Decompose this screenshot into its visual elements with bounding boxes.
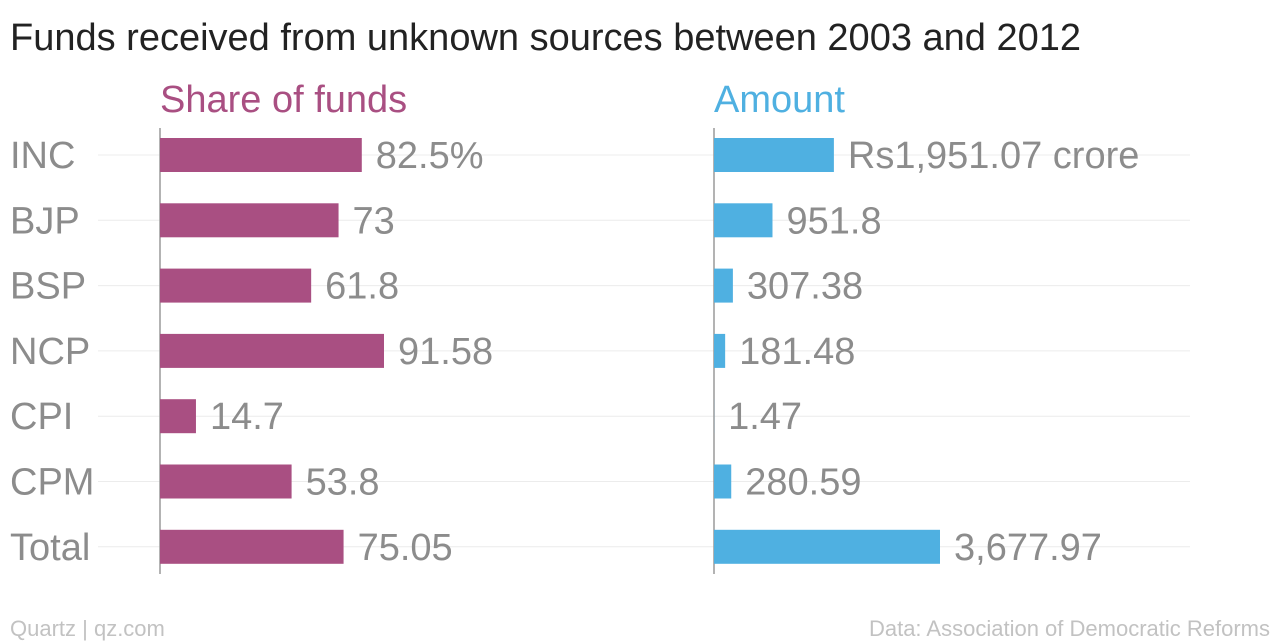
bar <box>714 138 834 172</box>
data-label: 3,677.97 <box>954 527 1102 569</box>
panel-title: Amount <box>714 79 845 121</box>
bar <box>160 203 339 238</box>
data-label: 14.7 <box>210 396 284 438</box>
data-label: 82.5% <box>376 135 484 177</box>
panel-title: Share of funds <box>160 79 407 121</box>
data-label: 307.38 <box>747 266 863 308</box>
chart-title: Funds received from unknown sources betw… <box>10 17 1081 59</box>
bar <box>714 464 732 499</box>
data-label: 61.8 <box>325 266 399 308</box>
data-label: Rs1,951.07 crore <box>848 135 1139 177</box>
data-label: 75.05 <box>358 527 453 569</box>
bar <box>160 268 312 303</box>
bar <box>714 333 726 368</box>
bar <box>160 464 292 499</box>
bar <box>160 399 196 434</box>
category-label: Total <box>10 527 90 569</box>
bar <box>160 138 362 172</box>
data-label: 53.8 <box>306 462 380 504</box>
category-label: NCP <box>10 331 90 373</box>
data-label: 1.47 <box>728 396 802 438</box>
bar <box>714 268 733 303</box>
bar <box>714 529 940 564</box>
plot-area: INC BJP BSP NCP CPI CPM Total Share of funds 82.… <box>10 79 1190 574</box>
category-label: CPI <box>10 396 73 438</box>
category-label: BSP <box>10 266 86 308</box>
bar <box>160 333 384 368</box>
category-label: INC <box>10 135 75 177</box>
footer-source: Data: Association of Democratic Reforms <box>869 616 1270 641</box>
data-label: 181.48 <box>739 331 855 373</box>
bar <box>160 529 344 564</box>
bar <box>714 203 773 238</box>
data-label: 91.58 <box>398 331 493 373</box>
data-label: 951.8 <box>786 200 881 242</box>
data-label: 73 <box>353 200 395 242</box>
footer-credit: Quartz | qz.com <box>10 616 165 641</box>
data-label: 280.59 <box>745 462 861 504</box>
category-label: BJP <box>10 200 80 242</box>
category-label: CPM <box>10 462 94 504</box>
